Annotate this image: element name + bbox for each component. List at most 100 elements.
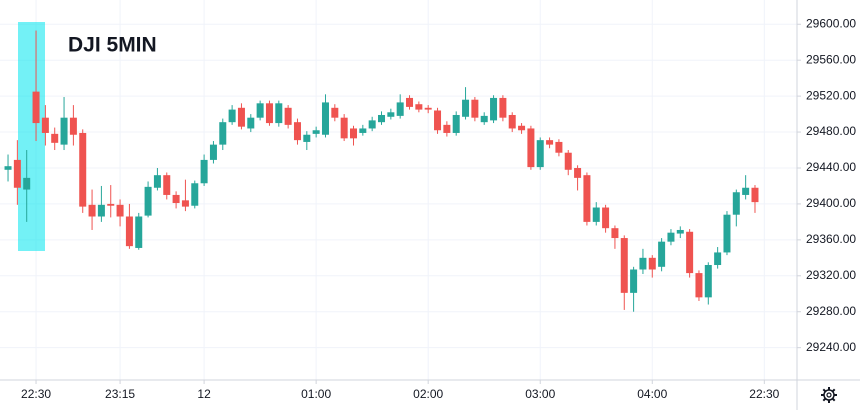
- candle-body: [676, 229, 684, 234]
- candle-body: [452, 114, 460, 133]
- candle-body: [555, 141, 563, 153]
- y-tick-label: 29600.00: [806, 16, 856, 30]
- candle-body: [200, 159, 208, 184]
- candle-body: [247, 117, 255, 129]
- candle-body: [331, 107, 339, 118]
- candle-body: [153, 175, 161, 188]
- candles: [4, 30, 759, 312]
- candle-body: [611, 228, 619, 239]
- x-tick-label: 02:00: [413, 387, 443, 401]
- candle-body: [378, 114, 386, 123]
- y-tick-label: 29360.00: [806, 232, 856, 246]
- candle-body: [714, 252, 722, 266]
- candle-body: [630, 269, 638, 293]
- y-tick-label: 29560.00: [806, 52, 856, 66]
- candle-body: [237, 107, 245, 127]
- candle-body: [406, 97, 414, 107]
- candle-body: [293, 122, 301, 141]
- candle-body: [265, 103, 273, 124]
- candle-body: [209, 144, 217, 160]
- candle-body: [79, 132, 87, 207]
- candle-body: [387, 112, 395, 117]
- candle-body: [340, 117, 348, 139]
- candle-body: [648, 257, 656, 270]
- candle-body: [443, 124, 451, 133]
- x-tick-label: 12: [197, 387, 211, 401]
- y-tick-label: 29320.00: [806, 268, 856, 282]
- candle-body: [172, 194, 180, 204]
- candle-body: [658, 241, 666, 267]
- candle-body: [359, 128, 367, 133]
- x-tick-label: 03:00: [525, 387, 555, 401]
- candle-body: [163, 175, 171, 195]
- candle-body: [732, 192, 740, 215]
- candle-body: [107, 203, 115, 206]
- candle-body: [60, 117, 68, 145]
- candle-body: [751, 187, 759, 203]
- candle-body: [471, 99, 479, 118]
- x-tick-label: 01:00: [301, 387, 331, 401]
- candle-body: [723, 214, 731, 253]
- candle-body: [602, 207, 610, 229]
- candle-body: [284, 107, 292, 125]
- candle-body: [321, 102, 329, 135]
- candle-body: [125, 216, 133, 247]
- y-tick-label: 29480.00: [806, 124, 856, 138]
- candle-body: [527, 128, 535, 168]
- candle-body: [508, 114, 516, 129]
- candle-body: [424, 107, 432, 110]
- candle-body: [639, 257, 647, 270]
- candle-body: [135, 216, 143, 248]
- candle-body: [695, 273, 703, 298]
- candle-body: [667, 232, 675, 242]
- candle-body: [620, 238, 628, 293]
- candle-body: [462, 99, 470, 117]
- candle-body: [13, 159, 21, 188]
- candle-body: [499, 97, 507, 118]
- candle-body: [275, 103, 283, 124]
- y-tick-label: 29400.00: [806, 196, 856, 210]
- candle-body: [434, 110, 442, 131]
- candle-body: [256, 103, 264, 118]
- x-tick-label: 23:15: [105, 387, 135, 401]
- candle-body: [583, 175, 591, 222]
- candle-body: [349, 128, 357, 139]
- y-tick-label: 29440.00: [806, 160, 856, 174]
- candle-body: [490, 97, 498, 121]
- settings-icon[interactable]: [821, 387, 837, 403]
- candle-body: [480, 115, 488, 123]
- candle-body: [116, 204, 124, 217]
- candle-body: [303, 134, 311, 142]
- candle-body: [396, 102, 404, 116]
- candle-body: [704, 265, 712, 298]
- candle-body: [536, 140, 544, 168]
- candle-body: [32, 91, 40, 124]
- x-tick-label: 22:30: [749, 387, 779, 401]
- candle-body: [181, 200, 189, 207]
- x-tick-label: 22:30: [21, 387, 51, 401]
- y-tick-label: 29240.00: [806, 340, 856, 354]
- chart-title: DJI 5MIN: [68, 34, 157, 57]
- axis-labels: 29240.00 29280.00 29320.00 29360.00 29400.00…: [21, 16, 856, 401]
- candle-body: [546, 140, 554, 145]
- candle-body: [742, 187, 750, 195]
- candle-body: [41, 117, 49, 133]
- candle-body: [228, 109, 236, 123]
- candle-body: [518, 125, 526, 131]
- candle-body: [415, 104, 423, 110]
- candle-body: [219, 122, 227, 145]
- candle-body: [312, 130, 320, 134]
- candle-body: [564, 152, 572, 170]
- candle-body: [88, 204, 96, 217]
- candle-body: [592, 207, 600, 222]
- candle-body: [51, 133, 59, 143]
- candle-body: [368, 120, 376, 129]
- candle-body: [191, 183, 199, 206]
- y-tick-label: 29520.00: [806, 88, 856, 102]
- candle-body: [23, 177, 31, 190]
- candle-body: [4, 166, 12, 170]
- x-tick-label: 04:00: [637, 387, 667, 401]
- y-tick-label: 29280.00: [806, 304, 856, 318]
